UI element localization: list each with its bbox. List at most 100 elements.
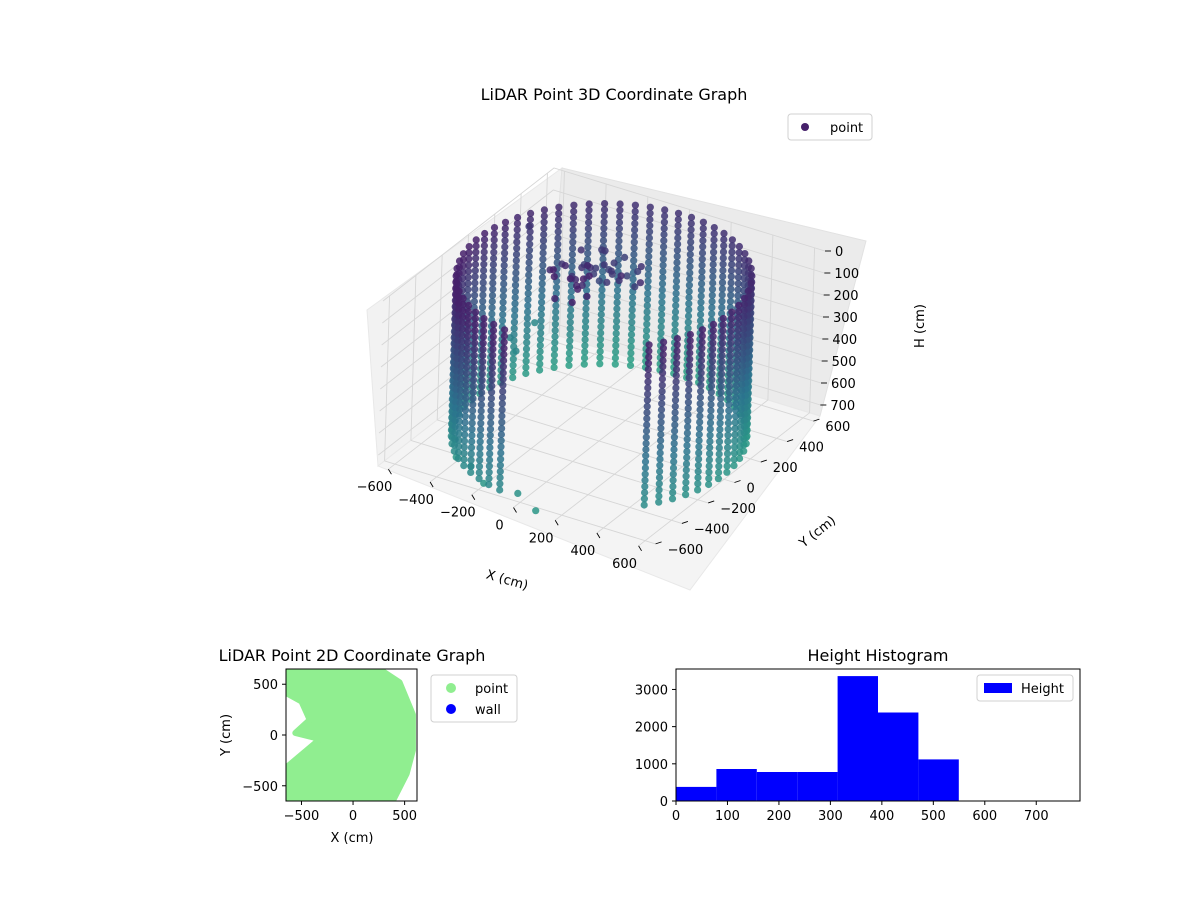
point-3d: [481, 229, 489, 238]
point-3d: [657, 412, 665, 420]
point-3d: [725, 382, 734, 390]
point-3d: [463, 357, 471, 365]
point-3d: [726, 357, 734, 365]
point-3d: [468, 431, 476, 439]
point-3d: [566, 331, 574, 339]
point-3d: [645, 240, 653, 248]
point-3d: [631, 213, 639, 222]
point-3d: [730, 462, 738, 470]
point-3d: [724, 437, 732, 446]
point-3d: [461, 406, 470, 414]
point-3d: [724, 425, 732, 433]
point-3d: [512, 250, 521, 258]
point-3d: [730, 449, 739, 457]
point-3d: [531, 319, 539, 327]
point-3d: [707, 407, 715, 415]
point-3d: [672, 283, 680, 291]
point-3d: [498, 412, 506, 420]
point-3d: [643, 415, 651, 423]
point-3d: [708, 310, 716, 318]
point-3d: [656, 461, 664, 469]
point-3d: [641, 464, 650, 472]
point-3d: [500, 280, 508, 288]
point-3d: [457, 374, 465, 383]
point-3d: [685, 361, 694, 369]
point-3d: [509, 355, 517, 363]
point-3d: [716, 413, 724, 421]
point-3d: [500, 350, 508, 358]
point-3d: [470, 345, 479, 353]
point-3d: [646, 203, 654, 211]
point-3d: [477, 419, 485, 427]
point-3d: [456, 387, 464, 395]
point-3d: [718, 303, 726, 311]
point-3d: [671, 314, 679, 322]
point-3d: [522, 363, 530, 371]
y-tick-3d: 0: [747, 482, 755, 497]
point-3d: [671, 415, 679, 423]
point-3d: [669, 476, 677, 484]
point-3d: [480, 260, 488, 268]
point-3d: [510, 337, 518, 345]
point-3d: [674, 222, 682, 230]
point-3d: [733, 369, 741, 377]
point-3d: [550, 357, 558, 365]
point-3d: [463, 338, 472, 346]
point-3d: [697, 375, 705, 383]
point-3d: [498, 406, 506, 414]
point-3d: [710, 242, 718, 250]
point-3d: [644, 384, 652, 392]
point-3d: [585, 206, 593, 214]
legend-histogram-label: Height: [1021, 682, 1064, 697]
point-3d: [479, 279, 487, 287]
point-3d: [735, 242, 744, 251]
point-3d: [597, 329, 605, 337]
point-3d: [697, 381, 705, 389]
x-tick-3d: 400: [570, 544, 595, 559]
y-tick-2d: −500: [242, 780, 278, 795]
point-3d: [709, 273, 717, 281]
point-3d: [565, 361, 573, 369]
point-3d: [734, 273, 743, 281]
point-3d: [695, 437, 703, 445]
point-3d: [645, 353, 653, 361]
y-tick-3d: 600: [825, 420, 850, 435]
point-3d: [720, 242, 728, 250]
x-tick-3d: −200: [440, 506, 476, 521]
legend-histogram: Height: [976, 674, 1074, 702]
point-3d: [643, 326, 651, 334]
point-3d: [708, 297, 716, 306]
point-3d: [724, 419, 733, 427]
y-tick-3d: −600: [668, 543, 704, 558]
point-3d: [513, 220, 522, 228]
zlabel-3d: H (cm): [913, 304, 928, 348]
point-3d: [631, 220, 639, 228]
point-3d: [459, 294, 467, 302]
point-3d: [736, 430, 744, 438]
point-3d: [477, 413, 485, 421]
point-3d: [471, 339, 479, 347]
point-3d: [643, 314, 651, 322]
point-3d: [478, 370, 486, 378]
point-3d: [524, 308, 532, 316]
point-3d: [568, 263, 576, 271]
point-3d: [569, 238, 577, 246]
point-3d: [644, 359, 653, 367]
point-3d: [489, 285, 497, 293]
point-3d: [461, 425, 469, 433]
point-3d: [719, 254, 727, 262]
point-3d: [685, 386, 693, 394]
point-3d: [694, 486, 702, 494]
point-3d: [698, 249, 707, 257]
point-3d: [672, 289, 680, 297]
point-3d: [631, 207, 639, 215]
point-3d: [645, 252, 653, 261]
point-3d: [684, 398, 693, 406]
point-3d: [568, 298, 576, 306]
point-3d: [511, 287, 519, 295]
point-3d: [731, 425, 739, 433]
point-3d: [501, 249, 509, 257]
legend-3d-frame: [787, 113, 873, 141]
x-ticks-3d: −600 −400 −200 0 200 400 600: [357, 468, 642, 572]
